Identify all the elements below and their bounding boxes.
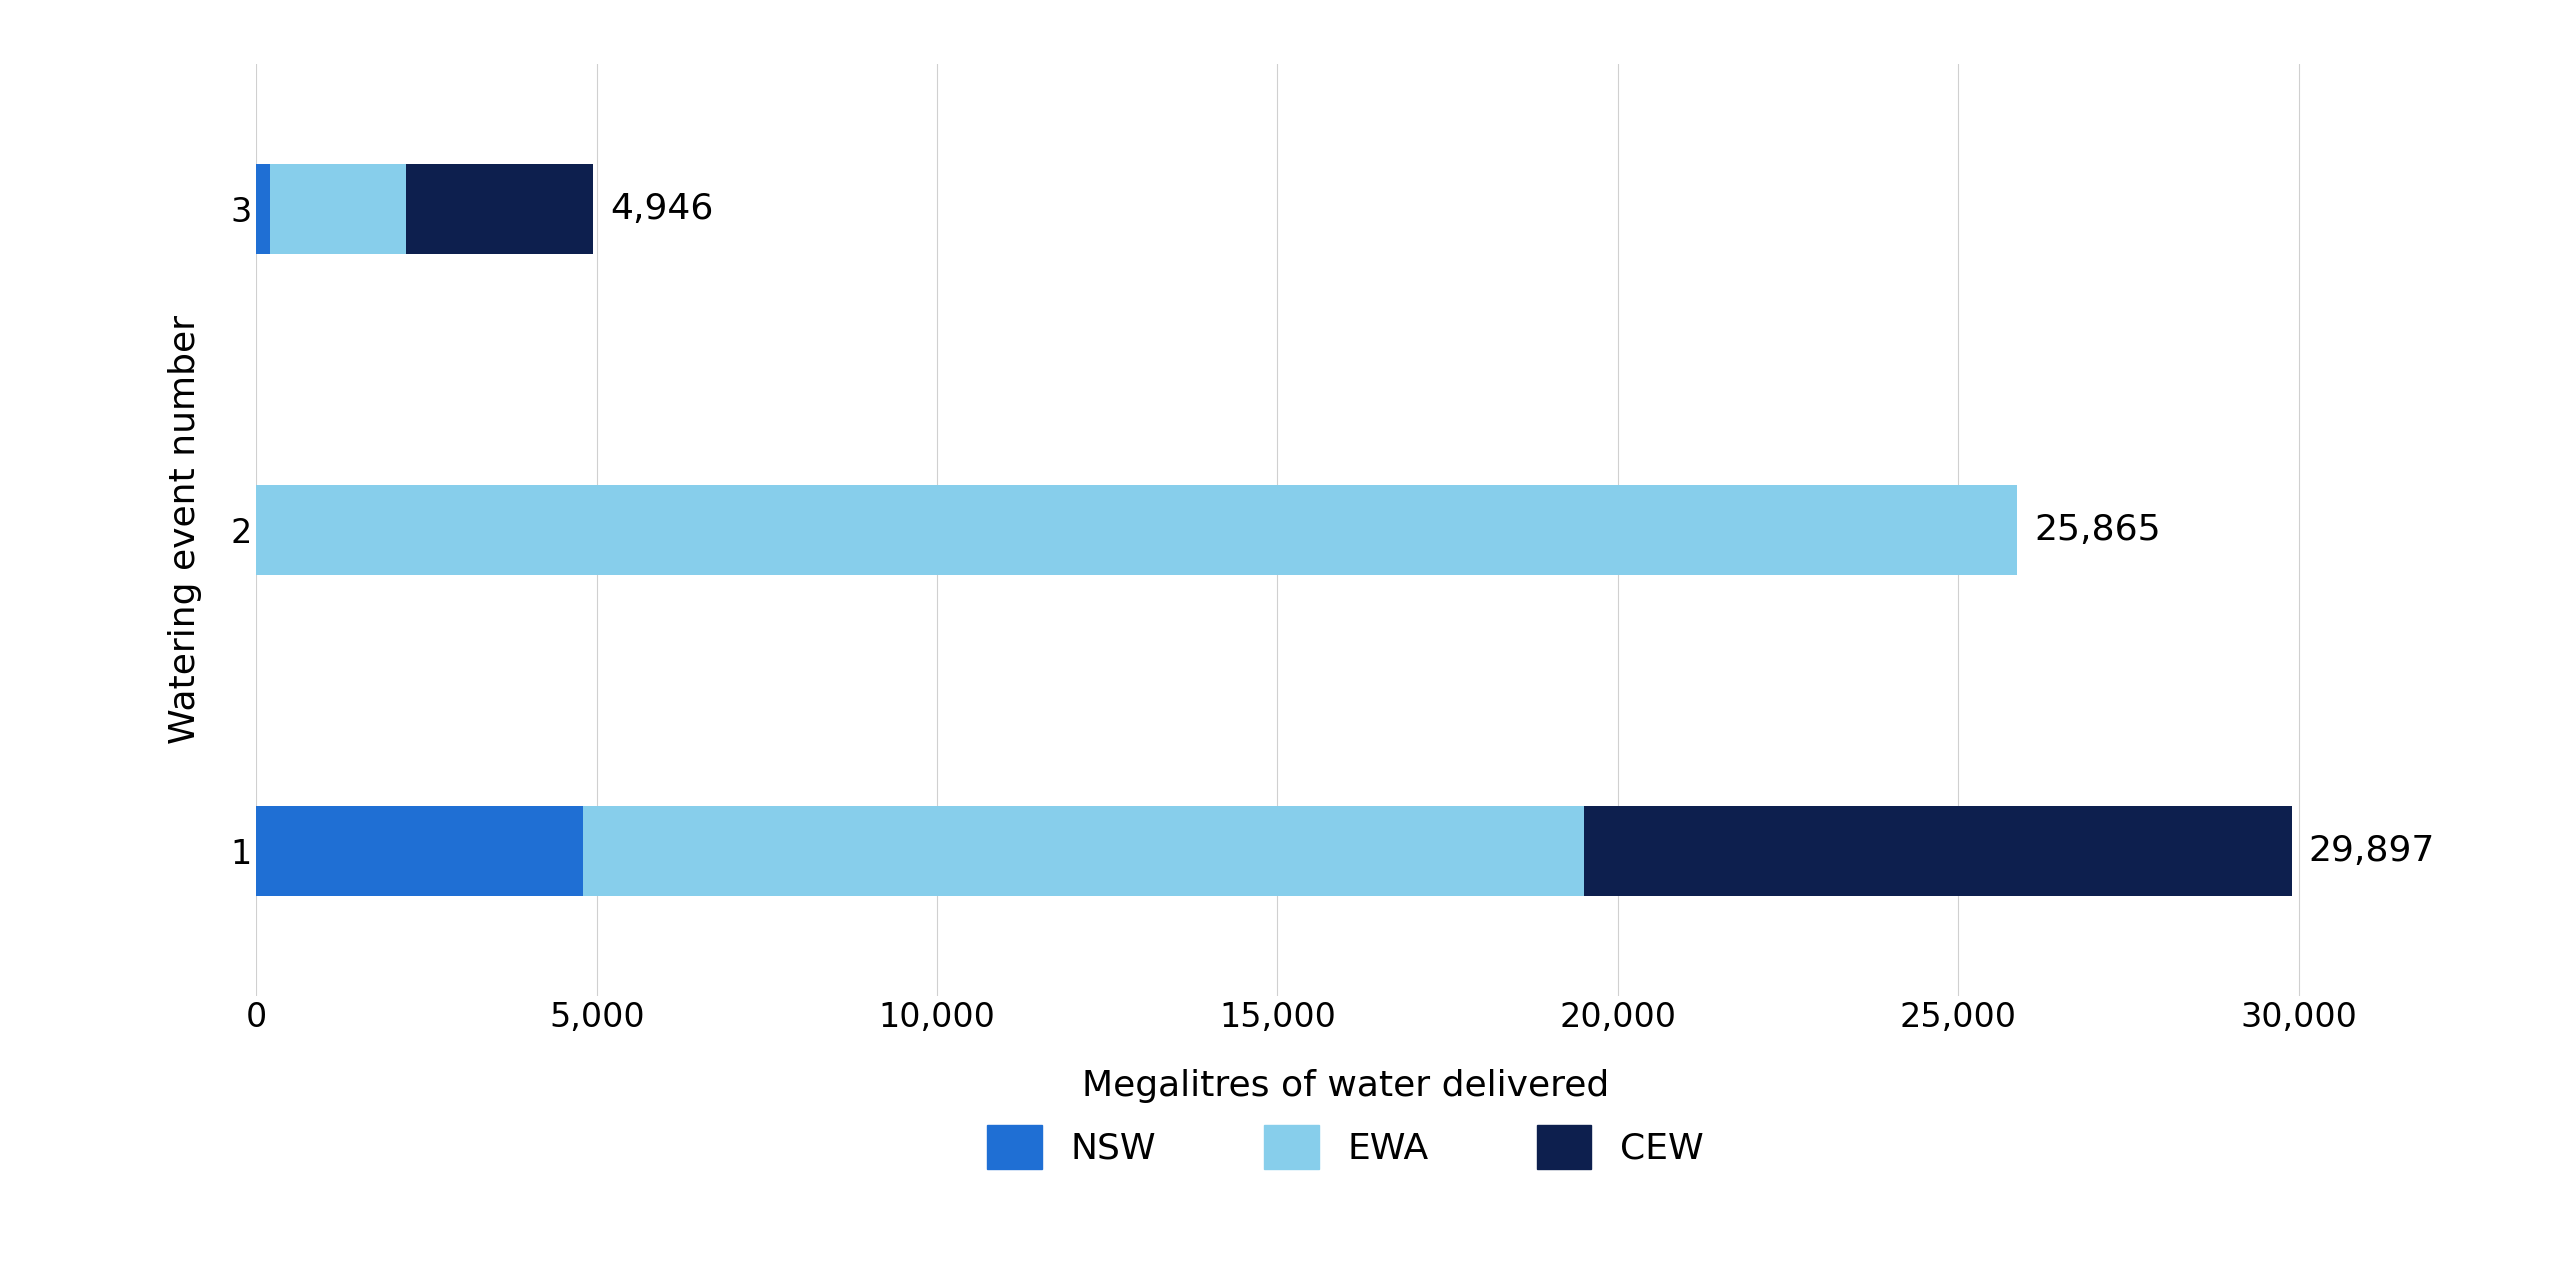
Bar bbox=[405, 163, 592, 254]
Text: 4,946: 4,946 bbox=[610, 192, 713, 226]
Text: 29,897: 29,897 bbox=[2309, 834, 2435, 868]
Bar bbox=[269, 163, 405, 254]
Bar bbox=[1584, 806, 2291, 896]
Legend: NSW, EWA, CEW: NSW, EWA, CEW bbox=[974, 1110, 1717, 1183]
Y-axis label: Watering event number: Watering event number bbox=[169, 315, 202, 744]
Bar bbox=[256, 163, 269, 254]
Bar bbox=[256, 806, 584, 896]
Bar bbox=[584, 806, 1584, 896]
Bar bbox=[256, 485, 2017, 575]
X-axis label: Megalitres of water delivered: Megalitres of water delivered bbox=[1082, 1069, 1610, 1102]
Text: 25,865: 25,865 bbox=[2035, 513, 2161, 547]
